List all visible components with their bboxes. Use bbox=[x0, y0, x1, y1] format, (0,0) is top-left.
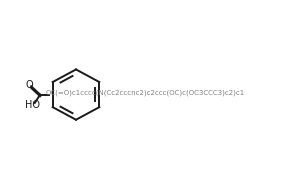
Text: O: O bbox=[26, 80, 33, 90]
Text: HO: HO bbox=[25, 100, 40, 110]
Text: OC(=O)c1cccc(N(Cc2cccnc2)c2ccc(OC)c(OC3CCC3)c2)c1: OC(=O)c1cccc(N(Cc2cccnc2)c2ccc(OC)c(OC3C… bbox=[46, 89, 245, 96]
